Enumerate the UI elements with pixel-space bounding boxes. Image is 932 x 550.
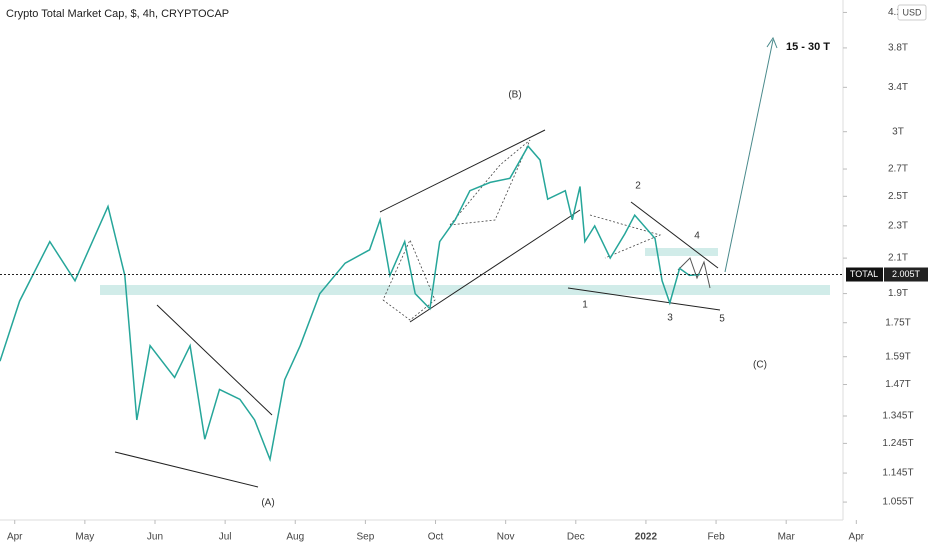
- dotted-pattern: [589, 214, 662, 259]
- x-tick-label: Apr: [849, 532, 865, 543]
- y-tick-label: 1.055T: [882, 497, 913, 508]
- x-tick-label: Jun: [147, 532, 163, 543]
- target-arrow: [724, 39, 774, 273]
- trendline: [567, 287, 721, 311]
- wave-label: 4: [694, 231, 700, 242]
- y-tick-label: 1.9T: [888, 288, 908, 299]
- wave-label: 2: [635, 181, 641, 192]
- x-tick-label: Mar: [778, 532, 796, 543]
- currency-label: USD: [902, 7, 922, 17]
- x-tick-label: Oct: [428, 532, 444, 543]
- plot-area: [0, 36, 830, 488]
- wave-label: 1: [582, 300, 588, 311]
- trendline: [156, 304, 273, 416]
- x-tick-label: Nov: [497, 532, 515, 543]
- y-tick-label: 1.47T: [885, 379, 911, 390]
- y-tick-label: 3.8T: [888, 43, 908, 54]
- x-tick-label: Feb: [707, 532, 725, 543]
- trendline: [114, 451, 259, 488]
- wave-label: (A): [261, 498, 274, 509]
- x-tick-label: Jul: [219, 532, 232, 543]
- dotted-pattern: [382, 238, 436, 321]
- trendline: [409, 209, 581, 323]
- series-name-badge: [846, 267, 883, 282]
- y-tick-label: 1.59T: [885, 351, 911, 362]
- y-tick-label: 2.1T: [888, 253, 908, 264]
- y-tick-label: 2.3T: [888, 221, 908, 232]
- y-tick-label: 3.4T: [888, 82, 908, 93]
- currency-badge: [897, 4, 927, 21]
- x-tick-label: Sep: [356, 532, 374, 543]
- y-tick-label: 1.245T: [882, 438, 913, 449]
- wave-label: 5: [719, 314, 725, 325]
- x-tick-label: Aug: [286, 532, 304, 543]
- last-price-label: 2.005T: [892, 269, 921, 279]
- wave-label: (B): [508, 90, 521, 101]
- y-tick-label: 1.75T: [885, 317, 911, 328]
- last-price-badge: [884, 267, 928, 282]
- projection-zigzag: [677, 257, 711, 289]
- chart-title: Crypto Total Market Cap, $, 4h, CRYPTOCA…: [6, 8, 229, 20]
- series-name: TOTAL: [850, 269, 878, 279]
- x-tick-label: May: [75, 532, 94, 543]
- resistance-zone: [645, 248, 718, 256]
- trendline: [379, 129, 546, 213]
- trendline: [630, 201, 719, 269]
- x-tick-label: Dec: [567, 532, 585, 543]
- price-line: [0, 144, 700, 463]
- support-zone: [100, 285, 830, 295]
- target-label: 15 - 30 T: [786, 41, 830, 53]
- x-tick-label: Apr: [7, 532, 23, 543]
- arrow-head: [766, 36, 778, 49]
- x-tick-label: 2022: [635, 532, 658, 543]
- y-tick-label: 2.5T: [888, 191, 908, 202]
- y-tick-label: 1.145T: [882, 468, 913, 479]
- y-tick-label: 2.7T: [888, 164, 908, 175]
- y-tick-label: 1.345T: [882, 411, 913, 422]
- wave-label: (C): [753, 360, 767, 371]
- y-tick-label: 3T: [892, 126, 904, 137]
- wave-label: 3: [667, 313, 673, 324]
